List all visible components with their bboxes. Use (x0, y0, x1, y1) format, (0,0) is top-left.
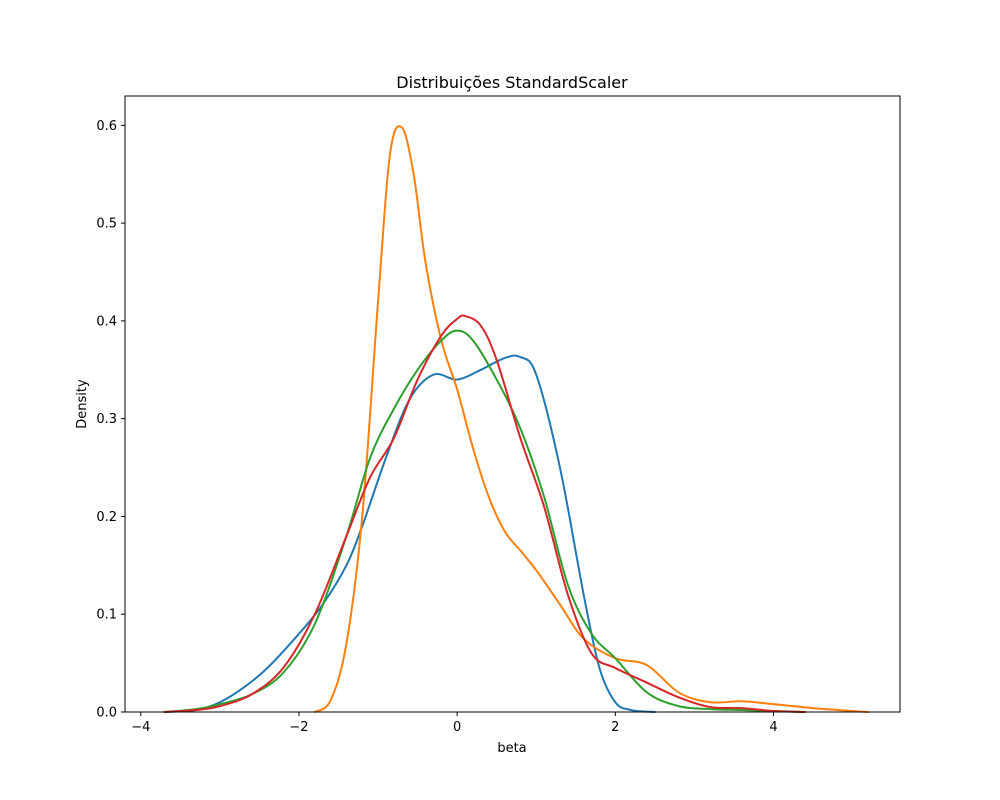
y-axis-label: Density (75, 379, 90, 429)
y-tick-label: 0.4 (96, 314, 117, 329)
plot-frame (124, 95, 901, 713)
y-tick-label: 0.3 (96, 412, 117, 427)
x-axis-label: beta (497, 741, 526, 756)
series-layer (163, 125, 870, 713)
x-tick-label: −2 (289, 720, 308, 735)
y-tick-label: 0.6 (96, 119, 117, 134)
series-line-4 (163, 314, 807, 713)
y-tick-label: 0.0 (96, 706, 117, 721)
x-tick-label: 4 (769, 720, 777, 735)
ticks-layer: −4 −2 0 2 4 0.0 0.1 0.2 0.3 0.4 0.5 0.6 (96, 119, 777, 735)
y-tick-label: 0.5 (96, 217, 117, 232)
x-tick-label: 2 (611, 720, 619, 735)
series-line-2 (313, 125, 870, 713)
x-tick-label: −4 (131, 720, 150, 735)
series-line-3 (163, 329, 807, 713)
y-tick-label: 0.2 (96, 510, 117, 525)
x-tick-label: 0 (453, 720, 461, 735)
series-line-1 (163, 354, 656, 713)
y-tick-label: 0.1 (96, 608, 117, 623)
chart-title: Distribuições StandardScaler (396, 73, 628, 92)
